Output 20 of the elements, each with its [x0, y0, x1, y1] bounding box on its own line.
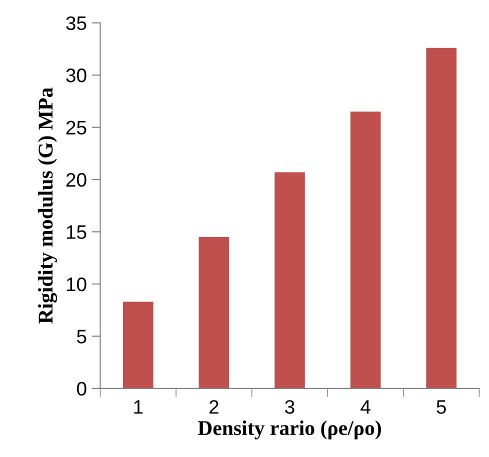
bar: [350, 112, 381, 388]
x-tick-label: 3: [285, 400, 294, 414]
bar: [122, 302, 154, 388]
bar: [426, 48, 456, 388]
x-tick-label: 5: [436, 400, 446, 414]
x-tick-label: 2: [210, 400, 218, 414]
x-tick-label: 1: [134, 400, 143, 414]
y-tick-label: 5: [77, 330, 86, 344]
y-tick-label: 20: [66, 173, 86, 187]
x-tick-label: 4: [360, 400, 370, 414]
y-tick-label: 25: [66, 120, 86, 135]
bar: [274, 172, 305, 388]
y-tick-label: 15: [66, 225, 86, 239]
y-axis-title: Rigidity modulus (G) MPa: [38, 88, 58, 324]
x-axis-title: Density rario (ρe/ρo): [198, 420, 381, 440]
bar: [198, 236, 230, 388]
y-tick-label: 10: [66, 277, 86, 292]
y-tick-label: 30: [66, 68, 86, 82]
y-tick-label: 0: [76, 382, 86, 396]
y-tick-label: 35: [66, 16, 86, 30]
